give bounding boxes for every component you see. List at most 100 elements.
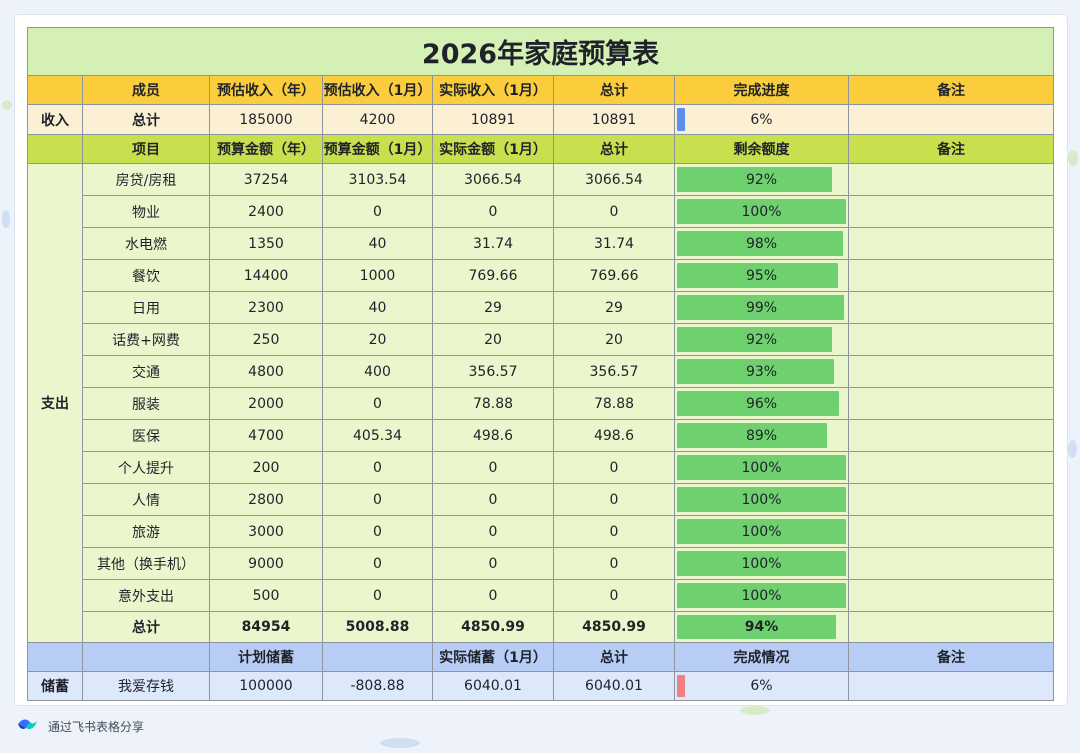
cell[interactable]: 5008.88 xyxy=(322,611,433,643)
cell[interactable]: 356.57 xyxy=(553,355,675,388)
header-cell[interactable]: 剩余额度 xyxy=(674,134,849,164)
cell[interactable]: 14400 xyxy=(209,259,323,292)
cell[interactable]: 0 xyxy=(432,451,554,484)
remain-cell[interactable]: 92% xyxy=(674,163,849,196)
header-cell[interactable]: 项目 xyxy=(82,134,210,164)
savings-section-label[interactable]: 储蓄 xyxy=(27,671,83,701)
cell[interactable]: 500 xyxy=(209,579,323,612)
header-cell[interactable]: 实际金额（1月） xyxy=(432,134,554,164)
remain-cell[interactable]: 100% xyxy=(674,515,849,548)
expense-item-cell[interactable]: 服装 xyxy=(82,387,210,420)
cell[interactable]: 3103.54 xyxy=(322,163,433,196)
cell[interactable]: 10891 xyxy=(432,104,554,135)
note-cell[interactable] xyxy=(848,195,1054,228)
cell[interactable]: 1350 xyxy=(209,227,323,260)
cell[interactable]: 4850.99 xyxy=(432,611,554,643)
cell[interactable]: 0 xyxy=(322,579,433,612)
cell[interactable]: 78.88 xyxy=(432,387,554,420)
cell[interactable]: 250 xyxy=(209,323,323,356)
note-cell[interactable] xyxy=(848,387,1054,420)
header-cell[interactable]: 完成进度 xyxy=(674,75,849,105)
cell[interactable]: 9000 xyxy=(209,547,323,580)
cell[interactable]: 0 xyxy=(553,483,675,516)
cell[interactable]: 4800 xyxy=(209,355,323,388)
header-cell[interactable]: 预估收入（年） xyxy=(209,75,323,105)
cell[interactable]: 0 xyxy=(322,451,433,484)
remain-cell[interactable]: 89% xyxy=(674,419,849,452)
header-cell[interactable]: 实际储蓄（1月） xyxy=(432,642,554,672)
expense-item-cell[interactable]: 人情 xyxy=(82,483,210,516)
cell[interactable]: 31.74 xyxy=(553,227,675,260)
cell[interactable]: 498.6 xyxy=(432,419,554,452)
expense-item-cell[interactable]: 医保 xyxy=(82,419,210,452)
cell[interactable]: 4700 xyxy=(209,419,323,452)
note-cell[interactable] xyxy=(848,515,1054,548)
cell[interactable]: 400 xyxy=(322,355,433,388)
expense-item-cell[interactable]: 餐饮 xyxy=(82,259,210,292)
remain-cell[interactable]: 98% xyxy=(674,227,849,260)
cell[interactable]: 0 xyxy=(322,195,433,228)
cell[interactable]: 0 xyxy=(432,483,554,516)
note-cell[interactable] xyxy=(848,227,1054,260)
cell[interactable]: 405.34 xyxy=(322,419,433,452)
expense-item-cell[interactable]: 水电燃 xyxy=(82,227,210,260)
expense-item-cell[interactable]: 房贷/房租 xyxy=(82,163,210,196)
cell[interactable]: 2800 xyxy=(209,483,323,516)
note-cell[interactable] xyxy=(848,419,1054,452)
remain-cell[interactable]: 96% xyxy=(674,387,849,420)
header-cell[interactable]: 预估收入（1月） xyxy=(322,75,433,105)
cell[interactable]: 29 xyxy=(432,291,554,324)
expense-item-cell[interactable]: 个人提升 xyxy=(82,451,210,484)
cell[interactable]: 100000 xyxy=(209,671,323,701)
note-cell[interactable] xyxy=(848,259,1054,292)
cell[interactable]: 31.74 xyxy=(432,227,554,260)
cell[interactable]: 200 xyxy=(209,451,323,484)
cell[interactable]: 498.6 xyxy=(553,419,675,452)
cell[interactable]: 4850.99 xyxy=(553,611,675,643)
cell[interactable]: 769.66 xyxy=(432,259,554,292)
cell[interactable]: 0 xyxy=(322,387,433,420)
cell[interactable]: -808.88 xyxy=(322,671,433,701)
cell[interactable]: 0 xyxy=(553,515,675,548)
expense-item-cell[interactable]: 物业 xyxy=(82,195,210,228)
cell[interactable]: 3066.54 xyxy=(553,163,675,196)
note-cell[interactable] xyxy=(848,291,1054,324)
cell[interactable]: 10891 xyxy=(553,104,675,135)
cell[interactable]: 0 xyxy=(322,547,433,580)
expense-section-label[interactable]: 支出 xyxy=(27,163,83,643)
remain-cell[interactable]: 100% xyxy=(674,579,849,612)
cell[interactable]: 20 xyxy=(553,323,675,356)
header-cell[interactable]: 计划储蓄 xyxy=(209,642,323,672)
note-cell[interactable] xyxy=(848,104,1054,135)
note-cell[interactable] xyxy=(848,355,1054,388)
cell[interactable]: 6040.01 xyxy=(553,671,675,701)
cell[interactable]: 0 xyxy=(553,579,675,612)
header-cell[interactable] xyxy=(27,134,83,164)
remain-cell[interactable]: 100% xyxy=(674,451,849,484)
cell[interactable]: 40 xyxy=(322,227,433,260)
header-cell[interactable]: 预算金额（年） xyxy=(209,134,323,164)
cell[interactable]: 2000 xyxy=(209,387,323,420)
cell[interactable]: 0 xyxy=(432,515,554,548)
header-cell[interactable]: 总计 xyxy=(553,134,675,164)
header-cell[interactable]: 总计 xyxy=(553,75,675,105)
cell[interactable]: 0 xyxy=(322,515,433,548)
header-cell[interactable]: 总计 xyxy=(553,642,675,672)
cell[interactable]: 0 xyxy=(553,451,675,484)
remain-cell[interactable]: 100% xyxy=(674,483,849,516)
cell[interactable]: 1000 xyxy=(322,259,433,292)
header-cell[interactable]: 预算金额（1月） xyxy=(322,134,433,164)
cell[interactable]: 356.57 xyxy=(432,355,554,388)
cell[interactable]: 40 xyxy=(322,291,433,324)
header-cell[interactable]: 成员 xyxy=(82,75,210,105)
cell[interactable]: 0 xyxy=(322,483,433,516)
header-cell[interactable]: 备注 xyxy=(848,75,1054,105)
income-progress-cell[interactable]: 6% xyxy=(674,104,849,135)
expense-item-cell[interactable]: 交通 xyxy=(82,355,210,388)
cell[interactable]: 37254 xyxy=(209,163,323,196)
note-cell[interactable] xyxy=(848,163,1054,196)
header-cell[interactable]: 备注 xyxy=(848,134,1054,164)
expense-item-cell[interactable]: 日用 xyxy=(82,291,210,324)
expense-item-cell[interactable]: 话费+网费 xyxy=(82,323,210,356)
header-cell[interactable]: 完成情况 xyxy=(674,642,849,672)
